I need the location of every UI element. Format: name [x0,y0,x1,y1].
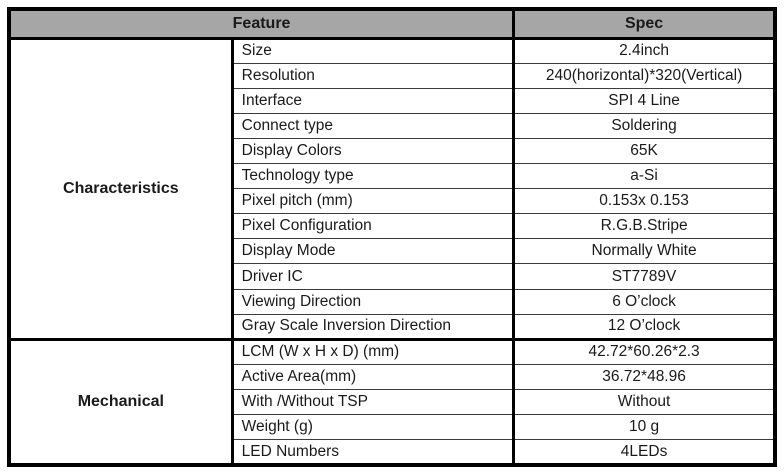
table-row: Display Colors 65K [9,137,775,164]
feature-cell: Viewing Direction [232,288,516,315]
category-cell-mechanical: Mechanical [9,337,234,465]
feature-cell: Technology type [232,163,516,189]
spec-cell: 0.153x 0.153 [513,188,775,214]
feature-cell: Connect type [232,112,516,139]
table-row: Mechanical LCM (W x H x D) (mm) 42.72*60.2… [9,337,775,465]
feature-cell: Interface [232,87,516,114]
feature-cell: Weight (g) [232,414,516,440]
table-row: Interface SPI 4 Line [9,87,775,114]
column-header-spec: Spec [513,9,775,40]
table-row: Driver IC ST7789V [9,263,775,290]
table-row: Pixel pitch (mm) 0.153x 0.153 [9,188,775,214]
feature-cell: Display Colors [232,137,516,164]
feature-cell: LCM (W x H x D) (mm) [232,337,516,365]
table-row: Pixel Configuration R.G.B.Stripe [9,213,775,239]
feature-cell: Display Mode [232,238,516,264]
feature-cell: Size [232,38,516,64]
spec-cell: 12 O’clock [513,313,775,340]
table-header-row: Feature Spec [9,9,775,40]
spec-cell: R.G.B.Stripe [513,213,775,239]
table-row: Characteristics Size 2.4inch [9,38,775,340]
spec-cell: a-Si [513,163,775,189]
spec-cell: Without [513,389,775,415]
feature-cell: LED Numbers [232,439,516,465]
feature-cell: Driver IC [232,263,516,290]
table-row: Active Area(mm) 36.72*48.96 [9,363,775,390]
feature-cell: Resolution [232,62,516,89]
spec-cell: 10 g [513,414,775,440]
table-row: Display Mode Normally White [9,238,775,264]
spec-table-container: Feature Spec Characteristics Size 2.4inch R… [7,7,777,467]
table-row: Resolution 240(horizontal)*320(Vertical) [9,62,775,89]
table-row: Connect type Soldering [9,112,775,139]
spec-cell: 240(horizontal)*320(Vertical) [513,62,775,89]
table-row: With /Without TSP Without [9,389,775,415]
table-row: Technology type a-Si [9,163,775,189]
spec-cell: 42.72*60.26*2.3 [513,337,775,365]
feature-cell: Active Area(mm) [232,363,516,390]
spec-table: Feature Spec Characteristics Size 2.4inch R… [7,7,777,467]
table-row: Viewing Direction 6 O’clock [9,288,775,315]
feature-cell: Gray Scale Inversion Direction [232,313,516,340]
feature-cell: Pixel pitch (mm) [232,188,516,214]
column-header-feature: Feature [9,9,516,40]
spec-cell: 65K [513,137,775,164]
category-cell-characteristics: Characteristics [9,38,234,340]
spec-cell: SPI 4 Line [513,87,775,114]
spec-cell: Normally White [513,238,775,264]
feature-cell: Pixel Configuration [232,213,516,239]
feature-cell: With /Without TSP [232,389,516,415]
spec-cell: 36.72*48.96 [513,363,775,390]
table-row: LED Numbers 4LEDs [9,439,775,465]
table-row: Weight (g) 10 g [9,414,775,440]
spec-cell: ST7789V [513,263,775,290]
spec-cell: 6 O’clock [513,288,775,315]
spec-cell: 2.4inch [619,42,670,60]
table-body: Characteristics Size 2.4inch Resolution 240(… [9,38,775,465]
spec-cell: 4LEDs [513,439,775,465]
spec-cell: Soldering [513,112,775,139]
table-row: Gray Scale Inversion Direction 12 O’clock [9,313,775,340]
